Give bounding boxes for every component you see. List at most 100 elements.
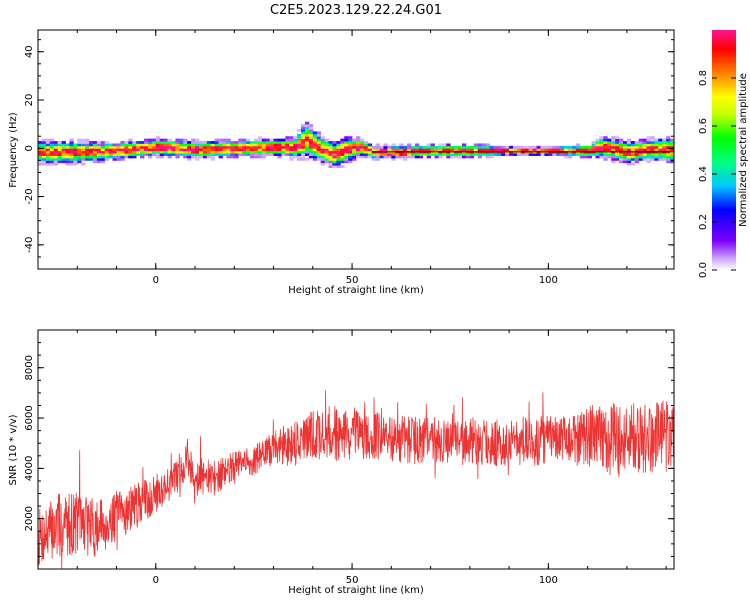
spectrogram-cell xyxy=(277,153,282,156)
spectrogram-cell xyxy=(615,157,620,161)
spectrogram-cell xyxy=(485,153,490,156)
spectrogram-cell xyxy=(638,157,643,161)
spectrogram-cell xyxy=(285,141,290,144)
spectrogram-cell xyxy=(638,138,643,142)
spectrogram-cell xyxy=(41,143,47,147)
spectrogram-cell xyxy=(520,148,526,152)
spectrogram-cell xyxy=(654,148,659,152)
spectrogram-cell xyxy=(155,143,161,147)
spectrogram-cell xyxy=(230,148,235,152)
spectrogram-cell xyxy=(591,141,596,144)
figure-title: C2E5.2023.129.22.24.G01 xyxy=(270,3,442,18)
spectrogram-cell xyxy=(242,143,247,147)
spectrogram-cell xyxy=(603,155,608,159)
spectrogram-cell xyxy=(301,148,306,152)
spectrogram-cell xyxy=(140,155,145,159)
spectrogram-cell xyxy=(638,153,643,156)
spectrogram-cell xyxy=(159,155,165,159)
spectrogram-cell xyxy=(273,153,278,156)
spectrogram-cell xyxy=(179,138,184,142)
spectrogram-cell xyxy=(308,148,314,152)
spectrogram-cell xyxy=(356,143,361,147)
spectrogram-cell xyxy=(124,141,129,144)
spectrogram-cell xyxy=(513,145,518,149)
spectrogram-cell xyxy=(57,143,62,147)
spectrogram-cell xyxy=(658,157,663,161)
spectrogram-cell xyxy=(348,160,353,164)
spectrogram-cell xyxy=(132,150,137,154)
spectrogram-cell xyxy=(666,141,671,144)
spectrogram-cell xyxy=(41,157,47,161)
spectrogram-cell xyxy=(352,145,357,149)
spectrogram-cell xyxy=(352,155,357,159)
spectrogram-cell xyxy=(626,138,632,142)
spectrogram-cell xyxy=(45,160,51,164)
spectrogram-cell xyxy=(187,155,192,159)
spectrogram-cell xyxy=(312,141,318,144)
spectrogram-cell xyxy=(261,155,267,159)
spectrogram-cell xyxy=(297,143,302,147)
spectrogram-cell xyxy=(214,138,219,142)
spectrogram-cell xyxy=(195,155,200,159)
snr-y-tick-label: 6000 xyxy=(24,405,35,430)
spectrogram-cell xyxy=(407,153,412,156)
spectrogram-cell xyxy=(528,145,534,149)
spectrogram-cell xyxy=(391,143,396,147)
spectrogram-cell xyxy=(587,155,592,159)
spectrogram-cell xyxy=(308,136,314,140)
spectrogram-cell xyxy=(414,145,420,149)
spectrogram-cell xyxy=(77,145,82,149)
spectrogram-cell xyxy=(214,150,219,154)
spectrogram-cell xyxy=(638,141,643,144)
spectrogram-cell xyxy=(250,150,255,154)
spectrogram-cell xyxy=(328,157,333,161)
spectrogram-cell xyxy=(403,157,408,161)
spectrogram-cell xyxy=(320,148,325,152)
spectrogram-cell xyxy=(65,148,70,152)
spectrogram-cell xyxy=(336,165,341,168)
spectrogram-cell xyxy=(308,131,314,135)
spectrogram-cell xyxy=(238,150,243,154)
spectrogram-cell xyxy=(73,153,78,156)
spectrogram-cell xyxy=(332,153,337,156)
spectrogram-cell xyxy=(316,133,322,137)
spectrogram-cell xyxy=(375,157,380,161)
spectrogram-cell xyxy=(151,145,157,149)
spectrogram-cell xyxy=(45,150,51,154)
spectrogram-cell xyxy=(96,150,102,154)
spectrogram-cell xyxy=(112,145,117,149)
spectrogram-cell xyxy=(73,160,78,164)
spectrogram-cell xyxy=(552,153,557,156)
spectrogram-cell xyxy=(442,145,447,149)
spectrogram-cell xyxy=(473,153,479,156)
spectrogram-cell xyxy=(348,157,353,161)
spectrogram-cell xyxy=(116,153,121,156)
spectrogram-cell xyxy=(301,136,306,140)
spectrogram-cell xyxy=(96,145,102,149)
spectrogram-cell xyxy=(634,143,640,147)
spectrogram-cell xyxy=(132,145,137,149)
spectrogram-cell xyxy=(642,153,647,156)
spectrogram-cell xyxy=(591,143,596,147)
spectrogram-cell xyxy=(285,143,290,147)
spectrogram-cell xyxy=(591,148,596,152)
spectrogram-cell xyxy=(171,153,176,156)
spectrogram-cell xyxy=(304,133,310,137)
spectrogram-cell xyxy=(481,143,486,147)
spectrogram-cell xyxy=(144,138,149,142)
spectrogram-cell xyxy=(226,155,231,159)
spectrogram-cell xyxy=(301,155,306,159)
spectrogram-cell xyxy=(340,145,345,149)
spectrogram-cell xyxy=(301,131,306,135)
spectrogram-cell xyxy=(485,143,490,147)
spectrogram-cell xyxy=(332,145,337,149)
spectrogram-cell xyxy=(147,155,153,159)
spectrogram-cell xyxy=(501,148,506,152)
spectrogram-cell xyxy=(81,148,86,152)
spectrogram-cell xyxy=(634,148,640,152)
spectrogram-cell xyxy=(356,150,361,154)
spectrogram-cell xyxy=(104,157,110,161)
spectrogram-cell xyxy=(575,153,581,156)
spectrogram-cell xyxy=(442,143,447,147)
spectrogram-cell xyxy=(120,145,125,149)
